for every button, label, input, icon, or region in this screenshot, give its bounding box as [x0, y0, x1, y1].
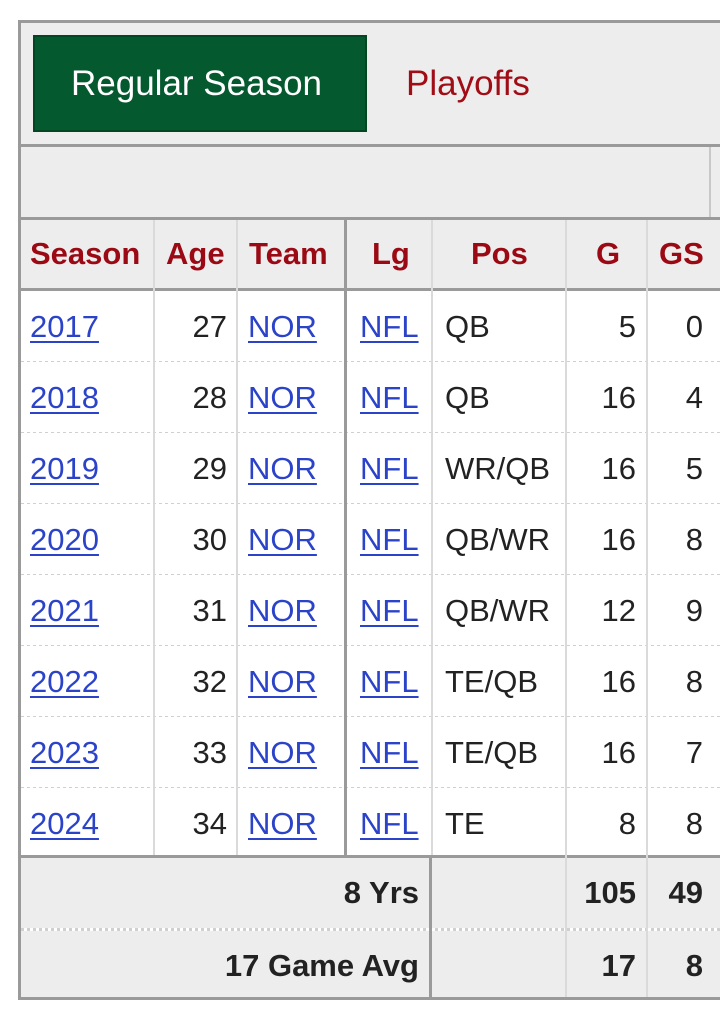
column-header-season[interactable]: Season: [30, 236, 141, 271]
position-cell: TE: [445, 806, 485, 841]
position-cell: TE/QB: [445, 664, 539, 699]
position-cell: QB: [445, 309, 490, 344]
season-link[interactable]: 2018: [30, 380, 99, 415]
league-link[interactable]: NFL: [360, 451, 419, 486]
age-cell: 34: [192, 806, 227, 841]
league-link[interactable]: NFL: [360, 664, 419, 699]
table-row: 2021 31 NOR NFL QB/WR 12 9: [21, 575, 720, 646]
league-link[interactable]: NFL: [360, 522, 419, 557]
column-divider: [646, 220, 648, 997]
age-cell: 33: [192, 735, 227, 770]
footer-row-career: 8 Yrs 105 49: [21, 858, 720, 928]
table-header-row: Season Age Team Lg Pos G GS: [21, 220, 720, 288]
age-cell: 28: [192, 380, 227, 415]
footer-g: 105: [584, 875, 636, 910]
position-cell: QB: [445, 380, 490, 415]
column-header-gs[interactable]: GS: [659, 236, 704, 271]
over-header-divider-line: [21, 217, 720, 220]
team-link[interactable]: NOR: [248, 522, 317, 557]
position-cell: QB/WR: [445, 593, 551, 628]
column-divider: [236, 220, 238, 855]
games-cell: 16: [601, 380, 636, 415]
footer-column-divider: [429, 858, 432, 997]
column-divider-frozen: [344, 220, 347, 855]
tab-divider: [21, 144, 720, 147]
footer-label: 17 Game Avg: [224, 948, 419, 983]
season-link[interactable]: 2022: [30, 664, 99, 699]
footer-gs: 8: [685, 948, 703, 983]
table-row: 2022 32 NOR NFL TE/QB 16 8: [21, 646, 720, 717]
games-cell: 16: [601, 522, 636, 557]
position-cell: QB/WR: [445, 522, 551, 557]
over-header-divider: [709, 147, 720, 217]
stats-table-frame: [18, 20, 720, 1000]
table-row: 2023 33 NOR NFL TE/QB 16 7: [21, 717, 720, 788]
age-cell: 32: [192, 664, 227, 699]
age-cell: 27: [192, 309, 227, 344]
games-cell: 12: [601, 593, 636, 628]
season-link[interactable]: 2017: [30, 309, 99, 344]
age-cell: 31: [192, 593, 227, 628]
footer-row-17-game-avg: 17 Game Avg 17 8: [21, 931, 720, 997]
league-link[interactable]: NFL: [360, 380, 419, 415]
league-link[interactable]: NFL: [360, 735, 419, 770]
team-link[interactable]: NOR: [248, 309, 317, 344]
team-link[interactable]: NOR: [248, 451, 317, 486]
games-cell: 16: [601, 664, 636, 699]
games-cell: 8: [618, 806, 636, 841]
team-link[interactable]: NOR: [248, 735, 317, 770]
column-divider: [153, 220, 155, 855]
season-link[interactable]: 2024: [30, 806, 99, 841]
games-cell: 16: [601, 735, 636, 770]
footer-g: 17: [601, 948, 636, 983]
team-link[interactable]: NOR: [248, 664, 317, 699]
position-cell: TE/QB: [445, 735, 539, 770]
games-started-cell: 8: [685, 806, 703, 841]
games-cell: 16: [601, 451, 636, 486]
table-row: 2019 29 NOR NFL WR/QB 16 5: [21, 433, 720, 504]
footer-gs: 49: [668, 875, 703, 910]
season-link[interactable]: 2020: [30, 522, 99, 557]
season-link[interactable]: 2023: [30, 735, 99, 770]
table-row: 2018 28 NOR NFL QB 16 4: [21, 362, 720, 433]
column-header-lg[interactable]: Lg: [372, 236, 410, 271]
games-started-cell: 8: [685, 522, 703, 557]
games-started-cell: 8: [685, 664, 703, 699]
season-link[interactable]: 2019: [30, 451, 99, 486]
team-link[interactable]: NOR: [248, 380, 317, 415]
tab-playoffs[interactable]: Playoffs: [406, 64, 530, 103]
table-over-header: [21, 147, 720, 217]
games-started-cell: 0: [685, 309, 703, 344]
column-header-age[interactable]: Age: [166, 236, 225, 271]
position-cell: WR/QB: [445, 451, 551, 486]
team-link[interactable]: NOR: [248, 806, 317, 841]
column-header-g[interactable]: G: [596, 236, 621, 271]
games-started-cell: 9: [685, 593, 703, 628]
league-link[interactable]: NFL: [360, 593, 419, 628]
games-started-cell: 4: [685, 380, 703, 415]
table-row: 2017 27 NOR NFL QB 5 0: [21, 291, 720, 362]
games-cell: 5: [618, 309, 636, 344]
age-cell: 29: [192, 451, 227, 486]
age-cell: 30: [192, 522, 227, 557]
footer-divider-line: [21, 855, 720, 858]
league-link[interactable]: NFL: [360, 806, 419, 841]
column-header-pos[interactable]: Pos: [471, 236, 528, 271]
league-link[interactable]: NFL: [360, 309, 419, 344]
tab-regular-season[interactable]: Regular Season: [33, 35, 367, 132]
table-row: 2024 34 NOR NFL TE 8 8: [21, 788, 720, 859]
footer-label: 8 Yrs: [343, 875, 419, 910]
games-started-cell: 7: [685, 735, 703, 770]
header-divider-line: [21, 288, 720, 291]
column-divider: [565, 220, 567, 997]
games-started-cell: 5: [685, 451, 703, 486]
team-link[interactable]: NOR: [248, 593, 317, 628]
season-type-tabs: Regular Season Playoffs: [21, 23, 720, 145]
season-link[interactable]: 2021: [30, 593, 99, 628]
column-divider: [431, 220, 433, 855]
footer-row-divider: [21, 928, 720, 931]
column-header-team[interactable]: Team: [249, 236, 328, 271]
table-row: 2020 30 NOR NFL QB/WR 16 8: [21, 504, 720, 575]
